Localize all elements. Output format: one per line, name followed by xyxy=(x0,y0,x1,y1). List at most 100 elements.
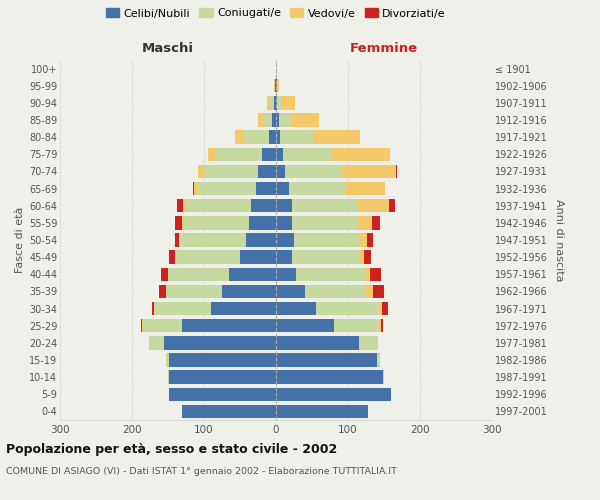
Bar xyxy=(283,148,332,161)
Bar xyxy=(276,302,316,316)
Bar xyxy=(276,319,334,332)
Bar xyxy=(175,250,240,264)
Bar xyxy=(365,268,370,281)
Text: Maschi: Maschi xyxy=(142,42,194,55)
Bar xyxy=(169,250,175,264)
Bar xyxy=(258,164,276,178)
Bar xyxy=(373,284,384,298)
Bar xyxy=(182,404,276,418)
Bar xyxy=(292,199,356,212)
Bar xyxy=(289,182,345,196)
Bar xyxy=(193,182,194,196)
Bar xyxy=(274,96,276,110)
Bar xyxy=(166,284,222,298)
Bar xyxy=(389,199,395,212)
Bar xyxy=(373,216,380,230)
Y-axis label: Anni di nascita: Anni di nascita xyxy=(554,198,565,281)
Bar xyxy=(277,79,279,92)
Bar xyxy=(222,284,276,298)
Bar xyxy=(211,302,276,316)
Bar xyxy=(396,164,397,178)
Bar xyxy=(186,199,251,212)
Bar xyxy=(366,284,373,298)
Bar xyxy=(204,164,258,178)
Text: Femmine: Femmine xyxy=(350,42,418,55)
Bar xyxy=(149,336,150,349)
Bar xyxy=(248,216,276,230)
Bar xyxy=(182,216,184,230)
Bar xyxy=(166,354,169,366)
Bar xyxy=(276,182,289,196)
Bar xyxy=(276,96,277,110)
Text: Popolazione per età, sesso e stato civile - 2002: Popolazione per età, sesso e stato civil… xyxy=(6,442,337,456)
Bar xyxy=(274,79,275,92)
Bar xyxy=(390,148,391,161)
Bar xyxy=(276,234,294,246)
Bar xyxy=(175,216,182,230)
Bar xyxy=(168,370,169,384)
Bar xyxy=(178,199,183,212)
Bar xyxy=(184,216,248,230)
Bar xyxy=(382,302,388,316)
Bar xyxy=(154,302,211,316)
Bar xyxy=(270,96,274,110)
Bar xyxy=(280,130,313,144)
Bar xyxy=(276,114,279,126)
Bar xyxy=(269,130,276,144)
Bar xyxy=(208,148,215,161)
Bar xyxy=(215,148,262,161)
Bar xyxy=(364,250,371,264)
Bar xyxy=(377,336,378,349)
Bar xyxy=(377,354,380,366)
Bar xyxy=(342,164,396,178)
Bar xyxy=(276,268,296,281)
Bar xyxy=(264,114,272,126)
Bar xyxy=(198,164,204,178)
Bar xyxy=(140,319,142,332)
Bar xyxy=(256,182,276,196)
Bar xyxy=(142,319,143,332)
Bar xyxy=(276,250,292,264)
Bar xyxy=(359,336,377,349)
Bar xyxy=(158,284,166,298)
Bar xyxy=(356,199,389,212)
Bar xyxy=(175,234,179,246)
Bar xyxy=(276,354,377,366)
Bar xyxy=(380,302,382,316)
Bar xyxy=(194,182,198,196)
Bar xyxy=(198,182,256,196)
Bar xyxy=(292,216,356,230)
Bar xyxy=(183,199,186,212)
Bar xyxy=(169,354,276,366)
Bar xyxy=(383,370,384,384)
Bar xyxy=(296,268,365,281)
Bar xyxy=(240,250,276,264)
Bar xyxy=(276,130,280,144)
Bar xyxy=(381,319,383,332)
Bar xyxy=(305,284,366,298)
Bar xyxy=(164,336,276,349)
Bar xyxy=(169,370,276,384)
Bar xyxy=(161,268,168,281)
Bar xyxy=(283,96,295,110)
Bar xyxy=(316,302,380,316)
Bar xyxy=(276,164,284,178)
Bar xyxy=(345,182,385,196)
Bar xyxy=(367,234,373,246)
Bar xyxy=(169,388,276,401)
Bar xyxy=(246,234,276,246)
Bar xyxy=(277,96,283,110)
Bar xyxy=(244,130,269,144)
Bar xyxy=(276,216,292,230)
Bar xyxy=(235,130,244,144)
Bar xyxy=(276,79,277,92)
Bar xyxy=(276,404,368,418)
Bar xyxy=(268,96,270,110)
Bar xyxy=(380,319,381,332)
Bar xyxy=(292,250,360,264)
Bar xyxy=(360,250,364,264)
Bar xyxy=(152,302,154,316)
Bar xyxy=(356,216,373,230)
Bar xyxy=(279,114,292,126)
Bar xyxy=(292,114,319,126)
